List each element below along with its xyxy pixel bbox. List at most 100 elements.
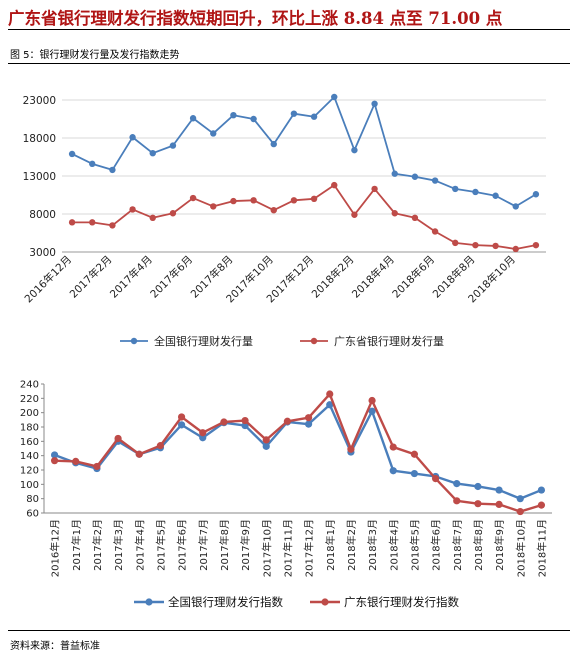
- source-rule: [8, 630, 570, 631]
- data-point: [149, 214, 156, 221]
- x-tick-label: 2018年11月: [535, 519, 548, 577]
- data-point: [474, 500, 482, 508]
- data-point: [326, 390, 334, 398]
- data-point: [431, 228, 439, 235]
- data-point: [72, 457, 80, 465]
- x-tick-label: 2018年4月: [387, 519, 400, 571]
- data-point: [270, 207, 277, 214]
- data-point: [492, 242, 499, 250]
- data-point: [368, 396, 376, 405]
- x-tick-label: 2017年11月: [281, 519, 294, 577]
- x-tick-label: 2018年2月: [345, 519, 358, 571]
- x-tick-label: 2017年2月: [91, 519, 104, 571]
- data-point: [310, 113, 318, 120]
- data-point: [453, 480, 461, 488]
- data-point: [50, 451, 59, 459]
- data-point: [93, 462, 101, 471]
- y-tick-label: 200: [20, 408, 39, 419]
- data-point: [149, 150, 156, 157]
- data-point: [516, 495, 524, 503]
- data-point: [516, 507, 524, 516]
- data-point: [492, 192, 499, 199]
- data-point: [114, 434, 122, 443]
- y-tick-label: 60: [26, 509, 39, 520]
- y-tick-label: 100: [20, 480, 39, 491]
- data-point: [189, 115, 197, 122]
- data-point: [391, 170, 398, 177]
- data-point: [495, 500, 503, 508]
- legend-marker: [130, 337, 138, 345]
- x-tick-label: 2017年4月: [133, 519, 146, 571]
- data-point: [230, 112, 237, 119]
- x-tick-label: 2018年1月: [324, 519, 337, 571]
- legend-label: 广东省银行理财发行量: [334, 334, 444, 348]
- y-tick-label: 18000: [23, 133, 56, 145]
- data-point: [537, 486, 546, 494]
- data-point: [452, 185, 459, 193]
- source-note: 资料来源：普益标准: [10, 641, 100, 652]
- data-point: [50, 457, 59, 465]
- data-point: [156, 442, 165, 450]
- data-point: [368, 407, 376, 415]
- data-point: [68, 219, 76, 226]
- volume-chart: 300080001300018000230002016年12月2017年2月20…: [22, 93, 546, 348]
- legend-marker: [310, 337, 318, 345]
- data-point: [411, 173, 419, 180]
- data-point: [474, 482, 482, 491]
- data-point: [262, 442, 270, 450]
- x-tick-label: 2017年6月: [176, 519, 189, 571]
- y-tick-label: 8000: [29, 209, 56, 221]
- data-point: [371, 185, 378, 193]
- data-point: [250, 197, 257, 204]
- headline-rule: [8, 29, 570, 30]
- x-tick-label: 2018年10月: [514, 519, 527, 577]
- data-point: [89, 219, 96, 226]
- data-point: [177, 413, 186, 421]
- data-point: [283, 417, 292, 425]
- data-point: [199, 429, 207, 437]
- figure-label-rule: [8, 63, 570, 64]
- data-point: [391, 210, 398, 217]
- data-point: [351, 146, 358, 154]
- data-point: [411, 214, 419, 221]
- data-point: [250, 115, 257, 123]
- legend-marker: [145, 598, 153, 606]
- data-point: [304, 420, 313, 428]
- data-point: [532, 191, 540, 198]
- legend-label: 广东银行理财发行指数: [344, 595, 459, 609]
- data-point: [210, 203, 217, 210]
- x-tick-label: 2018年5月: [408, 519, 421, 571]
- x-tick-label: 2018年3月: [366, 519, 379, 571]
- y-tick-label: 160: [20, 437, 39, 448]
- data-point: [109, 222, 116, 229]
- data-point: [220, 418, 228, 426]
- x-tick-label: 2018年9月: [493, 519, 506, 571]
- x-tick-label: 2017年1月: [70, 519, 83, 571]
- data-point: [410, 469, 419, 478]
- index-chart: 60 80 100 120 140 160 180 200 220 240 2016年12月 2017…: [20, 380, 552, 609]
- data-point: [371, 100, 378, 108]
- y-tick-label: 120: [20, 466, 39, 477]
- x-tick-label: 2017年12月: [303, 519, 316, 577]
- data-point: [135, 450, 143, 458]
- data-point: [431, 177, 439, 184]
- data-point: [109, 166, 116, 174]
- legend-marker: [321, 598, 329, 606]
- data-point: [169, 142, 177, 149]
- data-point: [270, 140, 277, 148]
- headline: 广东省银行理财发行指数短期回升，环比上涨 8.84 点至 71.00 点: [8, 9, 503, 28]
- data-point: [230, 197, 237, 205]
- data-point: [389, 467, 397, 475]
- data-point: [241, 416, 249, 425]
- data-point: [512, 203, 519, 210]
- x-tick-label: 2017年9月: [239, 519, 252, 571]
- data-point: [452, 239, 459, 247]
- y-tick-label: 13000: [23, 171, 56, 183]
- data-point: [410, 450, 419, 458]
- data-point: [68, 150, 76, 158]
- data-point: [199, 434, 207, 442]
- data-point: [512, 245, 519, 253]
- data-point: [169, 210, 177, 217]
- data-point: [129, 134, 136, 141]
- x-tick-label: 2018年6月: [430, 519, 443, 571]
